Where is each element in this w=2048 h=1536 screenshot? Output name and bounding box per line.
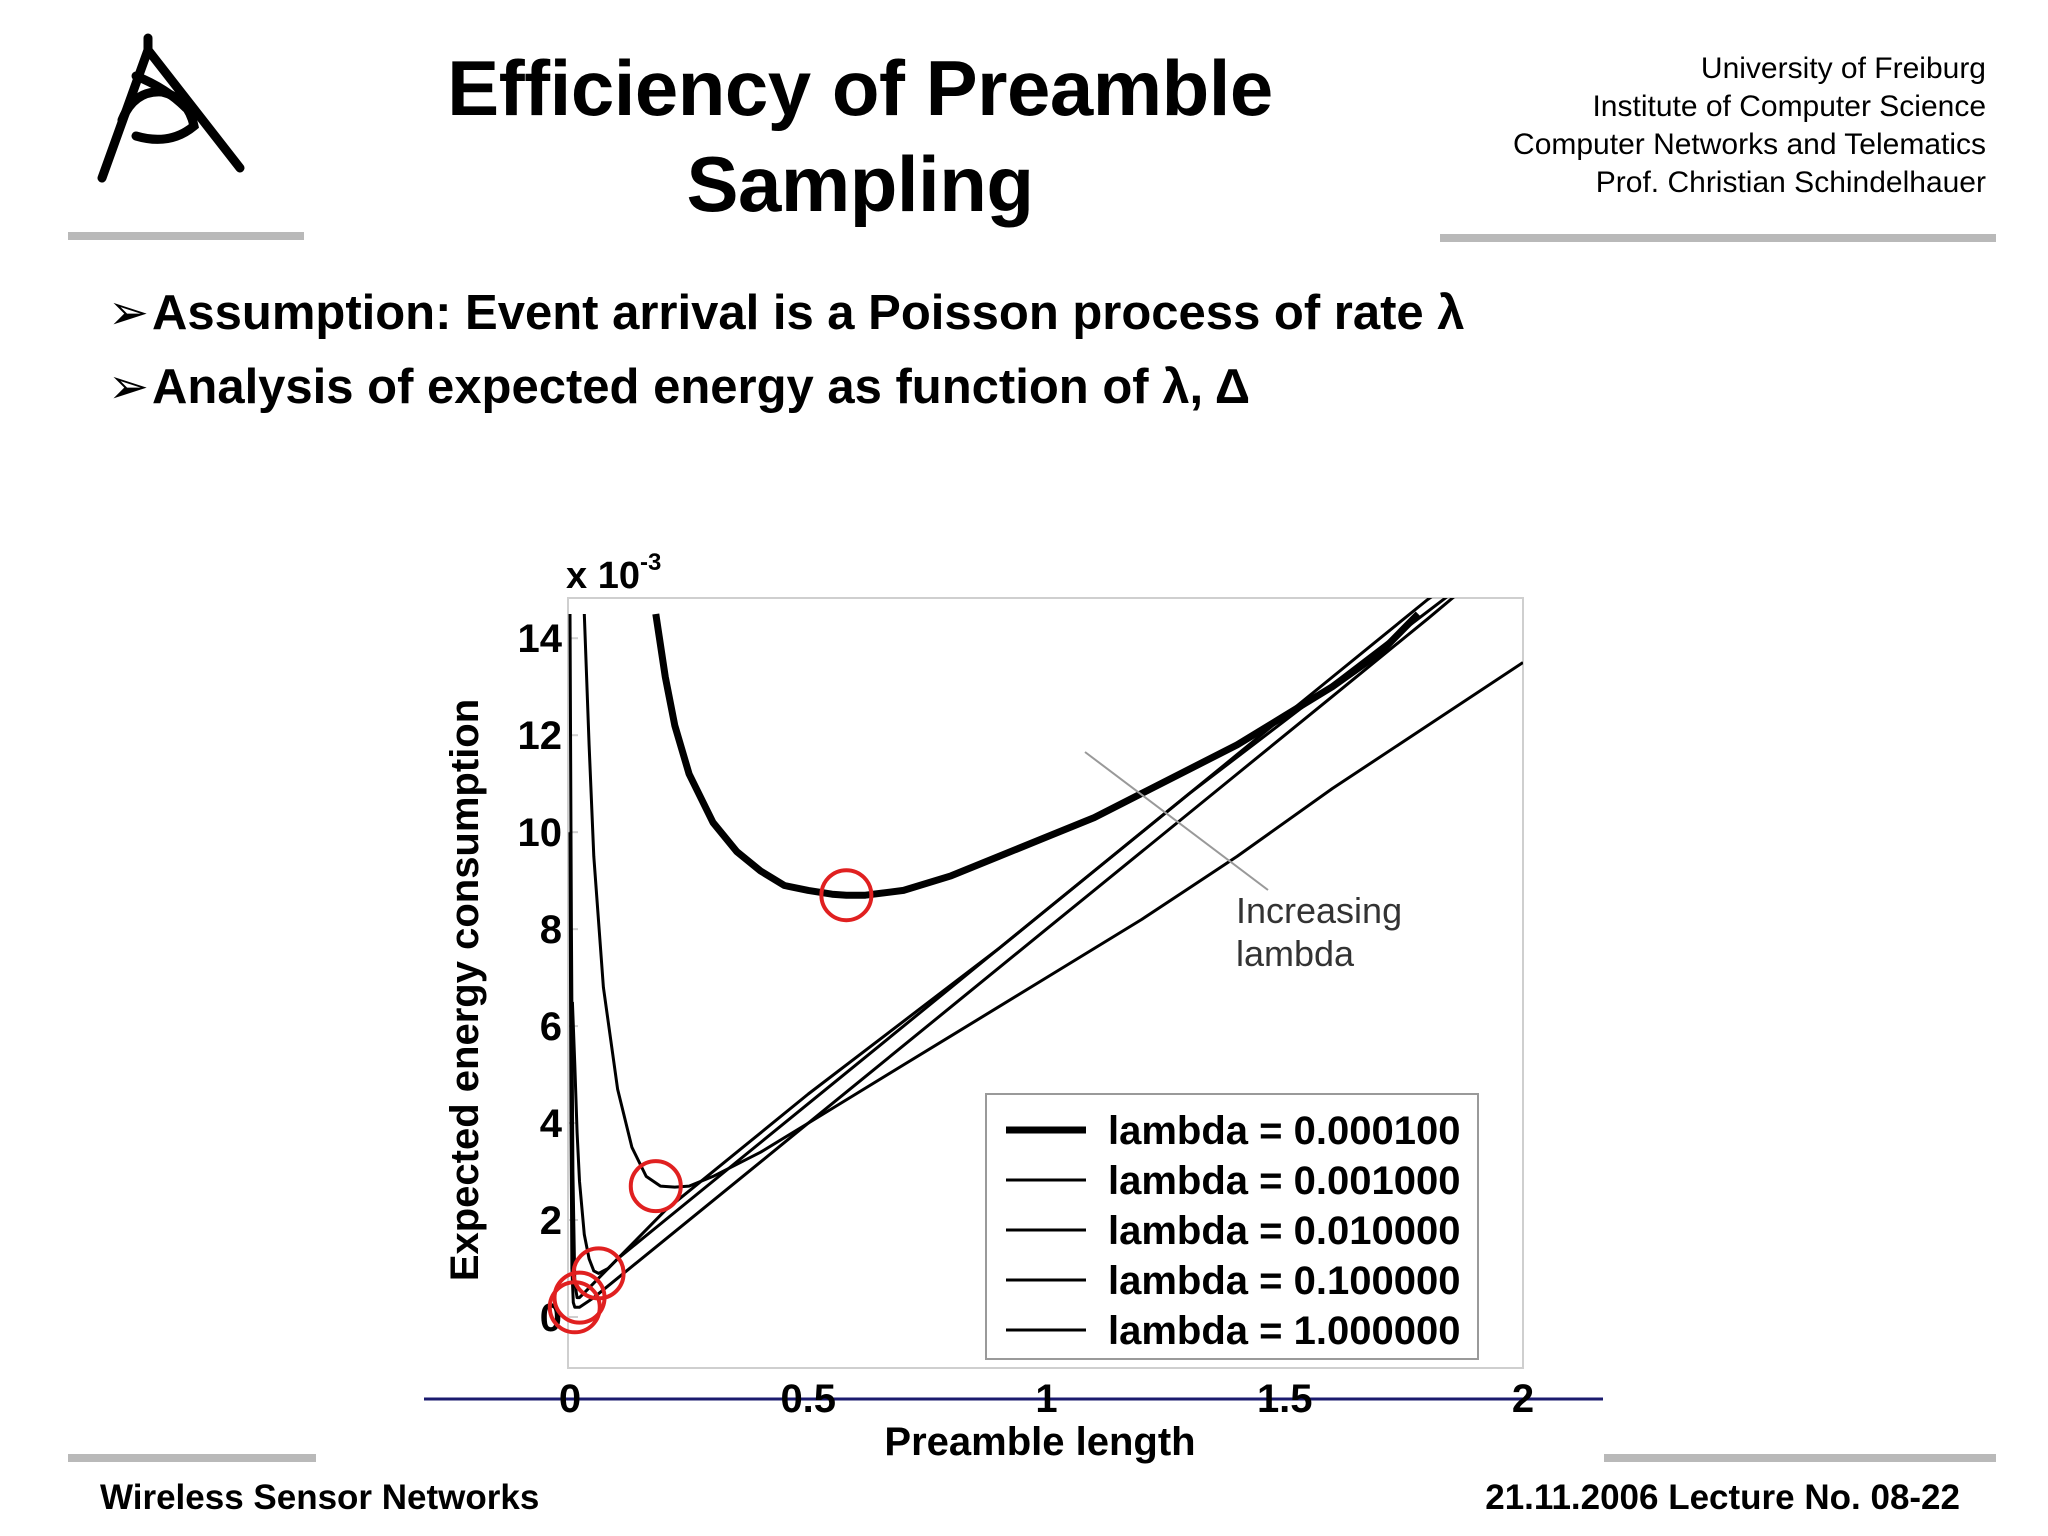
- bullet-arrow-icon: ➢: [108, 286, 150, 340]
- footer-rule-left: [68, 1454, 316, 1462]
- legend-label: lambda = 0.100000: [1108, 1259, 1460, 1303]
- y-tick-label: 8: [540, 908, 562, 952]
- y-tick-label: 14: [518, 617, 563, 661]
- minimum-highlight-circle: [628, 1159, 683, 1214]
- x-tick-label: 1.5: [1257, 1377, 1313, 1421]
- x-tick-label: 0.5: [780, 1377, 836, 1421]
- minimum-highlight-circle: [547, 1280, 602, 1335]
- legend-label: lambda = 0.001000: [1108, 1159, 1460, 1203]
- minimum-highlight-circle: [819, 868, 874, 923]
- legend-label: lambda = 1.000000: [1108, 1309, 1460, 1353]
- header-rule-left: [68, 232, 304, 240]
- legend-label: lambda = 0.000100: [1108, 1109, 1460, 1153]
- scale-label-prefix: x 10: [566, 555, 640, 597]
- affiliation-professor: Prof. Christian Schindelhauer: [1595, 166, 1986, 199]
- legend-box: [985, 1093, 1479, 1360]
- x-axis-label: Preamble length: [884, 1420, 1195, 1464]
- y-tick-label: 2: [540, 1199, 562, 1243]
- scale-label: x 10-3: [566, 549, 661, 597]
- series-line: [570, 598, 1448, 1275]
- annotation-pointer: [1084, 751, 1269, 891]
- y-tick-label: 12: [518, 714, 563, 758]
- x-tick-label: 1: [1035, 1377, 1057, 1421]
- y-tick-label: 4: [540, 1102, 563, 1146]
- bullet-list: ➢Assumption: Event arrival is a Poisson …: [108, 276, 1465, 424]
- scale-label-exponent: -3: [640, 549, 661, 576]
- legend: lambda = 0.000100 lambda = 0.001000 lambda…: [985, 1093, 1479, 1360]
- bullet-arrow-icon: ➢: [108, 360, 150, 414]
- slide-title: Efficiency of Preamble Sampling: [300, 40, 1420, 232]
- bullet-text: Analysis of expected energy as function …: [152, 360, 1251, 414]
- bullet-text: Assumption: Event arrival is a Poisson p…: [152, 286, 1465, 340]
- series-line: [652, 611, 1421, 899]
- minimum-highlight-circle: [552, 1270, 607, 1325]
- plot-frame: [567, 597, 1524, 1369]
- annotation-text-line-1: Increasing: [1236, 890, 1402, 931]
- annotation-text-line-2: lambda: [1236, 933, 1355, 974]
- series-line: [568, 598, 1455, 1309]
- slide-title-line-1: Efficiency of Preamble: [447, 44, 1273, 132]
- series-line: [582, 613, 1523, 1189]
- x-tick-label: 2: [1512, 1377, 1534, 1421]
- footer-date-lecture: 21.11.2006 Lecture No. 08-22: [1485, 1478, 1960, 1517]
- y-tick-label: 6: [540, 1005, 562, 1049]
- header-rule-right: [1440, 234, 1996, 242]
- bullet-item: ➢Assumption: Event arrival is a Poisson …: [108, 276, 1465, 350]
- affiliation-university: University of Freiburg: [1700, 52, 1986, 85]
- affiliation-group: Computer Networks and Telematics: [1513, 128, 1986, 161]
- affiliation-block: University of Freiburg Institute of Comp…: [1513, 50, 1986, 202]
- x-tick-label: 0: [559, 1377, 581, 1421]
- y-tick-label: 10: [518, 811, 563, 855]
- footer-course-name: Wireless Sensor Networks: [100, 1478, 540, 1517]
- legend-label: lambda = 0.010000: [1108, 1209, 1460, 1253]
- y-axis-label: Expected energy consumption: [443, 699, 487, 1281]
- affiliation-institute: Institute of Computer Science: [1592, 90, 1986, 123]
- footer-rule-right: [1604, 1454, 1996, 1462]
- university-eye-logo-icon: [97, 33, 245, 183]
- bullet-item: ➢Analysis of expected energy as function…: [108, 350, 1465, 424]
- slide-title-line-2: Sampling: [686, 140, 1034, 228]
